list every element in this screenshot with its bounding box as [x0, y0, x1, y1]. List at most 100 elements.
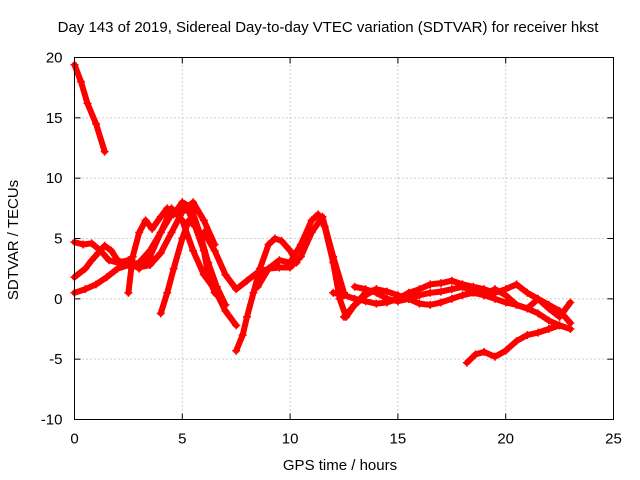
data-point	[255, 264, 264, 273]
data-point	[437, 287, 446, 296]
data-point	[277, 236, 286, 245]
x-tick-label: 10	[282, 431, 299, 448]
y-axis-label: SDTVAR / TECUs	[5, 180, 22, 300]
data-point	[469, 287, 478, 296]
data-point	[83, 99, 92, 108]
data-point	[271, 234, 280, 243]
data-point	[163, 204, 172, 213]
data-point	[163, 288, 172, 297]
data-point	[221, 270, 230, 279]
data-point	[329, 288, 338, 297]
plot-frame	[74, 57, 614, 420]
data-point	[426, 280, 435, 289]
data-point	[372, 299, 381, 308]
data-point	[544, 325, 553, 333]
data-point	[350, 282, 359, 291]
data-point	[447, 294, 456, 303]
data-point	[141, 216, 150, 225]
data-point	[566, 298, 575, 307]
data-point	[156, 228, 165, 237]
data-point	[242, 276, 251, 285]
data-point	[186, 203, 195, 212]
data-point	[87, 239, 96, 248]
data-point	[210, 246, 219, 255]
data-point	[184, 216, 193, 225]
data-point	[232, 346, 241, 355]
data-point	[232, 285, 241, 294]
data-point	[264, 264, 273, 273]
series-line	[233, 235, 300, 354]
data-point	[296, 252, 305, 261]
data-point	[135, 228, 144, 237]
data-point	[145, 252, 154, 261]
data-point	[242, 312, 251, 321]
data-point	[102, 273, 111, 282]
data-point	[178, 198, 187, 207]
data-point	[264, 240, 273, 249]
data-point	[189, 246, 198, 255]
x-tick-label: 0	[70, 431, 78, 448]
data-point	[167, 228, 176, 237]
data-point	[135, 263, 144, 272]
series-line	[341, 286, 574, 332]
data-point	[523, 304, 532, 313]
data-point	[128, 252, 137, 261]
series-track-8	[232, 234, 301, 355]
data-point	[383, 294, 392, 303]
data-point	[480, 291, 489, 300]
series-track-13	[462, 321, 564, 367]
y-tick-label: 0	[54, 291, 62, 308]
data-point	[462, 358, 471, 367]
data-point	[79, 240, 88, 249]
y-tick-label: 15	[46, 110, 63, 127]
chart-title: Day 143 of 2019, Sidereal Day-to-day VTE…	[58, 19, 600, 36]
series-line	[463, 322, 563, 366]
x-tick-label: 20	[497, 431, 514, 448]
data-point	[447, 285, 456, 294]
data-point	[415, 299, 424, 308]
data-point	[232, 321, 241, 330]
data-point	[92, 119, 101, 128]
data-point	[249, 288, 258, 297]
data-point	[156, 212, 165, 221]
data-series	[70, 60, 575, 367]
data-point	[490, 285, 499, 294]
data-point	[199, 228, 208, 237]
data-point	[501, 291, 510, 300]
data-point	[555, 312, 564, 321]
data-point	[320, 222, 329, 231]
data-point	[253, 282, 262, 291]
data-point	[210, 288, 219, 297]
data-point	[275, 263, 284, 272]
data-point	[87, 256, 96, 265]
x-tick-label: 25	[605, 431, 622, 448]
data-point	[199, 246, 208, 255]
data-point	[534, 328, 543, 337]
data-point	[314, 210, 323, 219]
data-point	[169, 210, 178, 219]
data-point	[501, 346, 510, 355]
data-point	[286, 258, 295, 267]
y-tick-label: 10	[46, 170, 63, 187]
data-point	[490, 352, 499, 361]
series-line	[71, 61, 108, 155]
y-tick-label: -10	[41, 412, 63, 429]
series-track-6	[156, 216, 226, 318]
data-point	[307, 216, 316, 225]
data-point	[107, 246, 116, 255]
series-track-12	[350, 282, 575, 321]
data-point	[523, 288, 532, 297]
data-point	[100, 241, 109, 250]
data-point	[221, 300, 230, 309]
data-point	[415, 291, 424, 300]
data-point	[296, 240, 305, 249]
data-point	[113, 264, 122, 273]
data-point	[544, 304, 553, 313]
data-point	[372, 288, 381, 297]
data-point	[490, 294, 499, 303]
data-point	[238, 331, 247, 340]
data-point	[383, 287, 392, 296]
data-point	[534, 294, 543, 303]
data-point	[156, 309, 165, 318]
